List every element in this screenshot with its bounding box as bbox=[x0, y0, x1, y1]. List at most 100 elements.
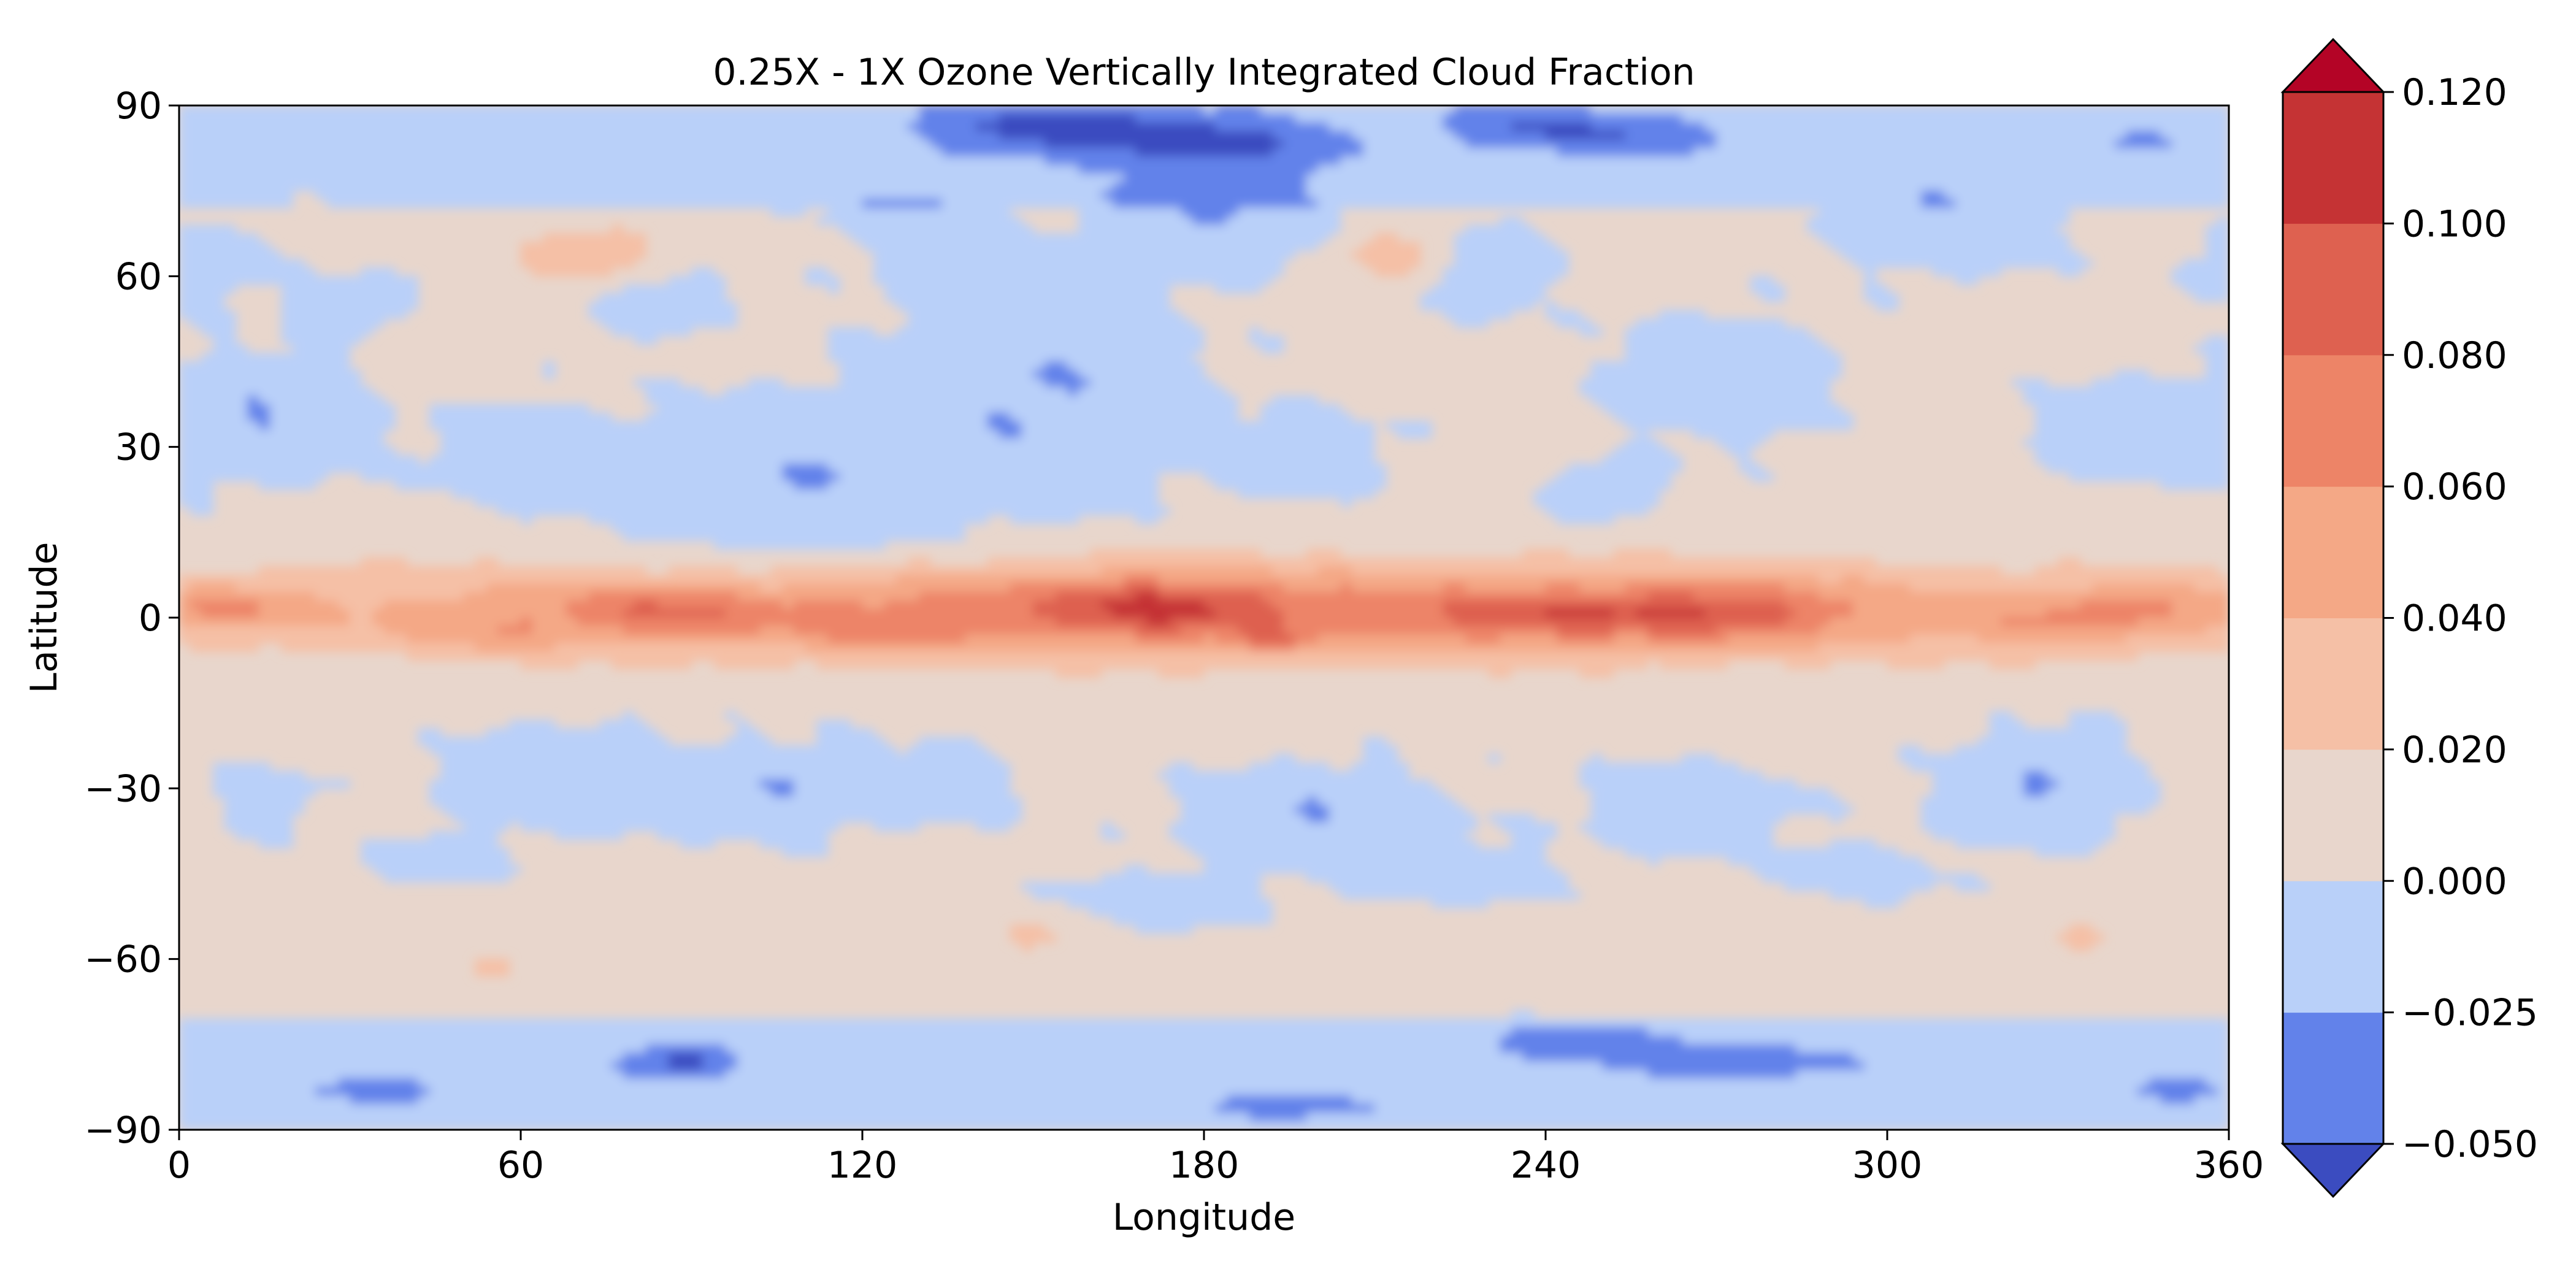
contour-cell bbox=[1135, 626, 1182, 635]
contour-cell bbox=[987, 412, 1011, 422]
contour-cell bbox=[941, 148, 1137, 157]
contour-cell bbox=[1260, 344, 1284, 354]
y-tick-label: −90 bbox=[84, 1109, 162, 1152]
contour-cell bbox=[999, 113, 1137, 123]
colorbar-tick-label: −0.025 bbox=[2402, 992, 2538, 1035]
contour-cell bbox=[1283, 617, 1455, 627]
contour-cell bbox=[1932, 788, 2025, 797]
contour-cell bbox=[213, 762, 271, 772]
contour-cell bbox=[725, 711, 738, 721]
contour-cell bbox=[1203, 105, 1216, 115]
contour-cell bbox=[1625, 327, 1808, 337]
contour-cell bbox=[1625, 848, 1899, 857]
colorbar-tick-label: 0.000 bbox=[2402, 860, 2507, 903]
contour-cell bbox=[2034, 455, 2229, 464]
contour-cell bbox=[1260, 591, 1649, 601]
contour-cell bbox=[213, 335, 237, 345]
contour-cell bbox=[2171, 139, 2229, 149]
contour-cell bbox=[429, 830, 499, 840]
contour-cell bbox=[1271, 148, 1364, 157]
contour-cell bbox=[179, 1027, 1512, 1037]
contour-cell bbox=[2126, 634, 2229, 644]
contour-cell bbox=[919, 591, 1057, 601]
contour-cell bbox=[2058, 558, 2082, 567]
contour-cell bbox=[884, 293, 1170, 302]
contour-cell bbox=[2194, 583, 2229, 592]
contour-cell bbox=[600, 318, 738, 328]
contour-cell bbox=[850, 233, 1330, 243]
contour-cell bbox=[463, 822, 510, 832]
contour-cell bbox=[794, 779, 1011, 789]
contour-cell bbox=[1112, 916, 1273, 926]
contour-cell bbox=[179, 583, 191, 592]
contour-cell bbox=[1625, 131, 1717, 140]
contour-cell bbox=[1146, 617, 1170, 627]
contour-cell bbox=[1864, 293, 1899, 302]
contour-cell bbox=[1841, 574, 1865, 584]
contour-cell bbox=[179, 472, 328, 481]
contour-cell bbox=[247, 412, 271, 422]
contour-cell bbox=[2069, 719, 2127, 729]
contour-cell bbox=[179, 139, 931, 149]
contour-cell bbox=[315, 1086, 430, 1096]
contour-cell bbox=[179, 1044, 646, 1054]
contour-cell bbox=[907, 318, 1193, 328]
contour-cell bbox=[1169, 788, 1444, 797]
contour-cell bbox=[2023, 771, 2047, 780]
contour-cell bbox=[1590, 805, 1853, 815]
contour-cell bbox=[1181, 796, 1307, 806]
contour-cell bbox=[1465, 583, 1546, 592]
contour-cell bbox=[2183, 284, 2229, 294]
contour-cell bbox=[1271, 131, 1352, 140]
contour-cell bbox=[623, 284, 726, 294]
contour-cell bbox=[224, 805, 305, 815]
contour-cell bbox=[794, 480, 829, 490]
contour-cell bbox=[1283, 583, 1341, 592]
contour-cell bbox=[1363, 139, 1466, 149]
contour-cell bbox=[1909, 634, 1979, 644]
contour-cell bbox=[179, 626, 385, 635]
contour-cell bbox=[1089, 907, 1273, 917]
contour-cell bbox=[236, 830, 294, 840]
contour-cell bbox=[520, 617, 533, 627]
contour-cell bbox=[1898, 754, 2138, 764]
contour-cell bbox=[737, 719, 749, 729]
contour-cell bbox=[2046, 464, 2229, 473]
contour-cell bbox=[2160, 480, 2229, 490]
contour-cell bbox=[759, 626, 795, 635]
contour-cell bbox=[714, 540, 886, 550]
contour-cell bbox=[281, 310, 407, 320]
contour-cell bbox=[179, 224, 237, 234]
contour-cell bbox=[1374, 233, 1398, 243]
contour-cell bbox=[179, 190, 294, 200]
contour-cell bbox=[475, 558, 499, 567]
contour-cell bbox=[1112, 199, 1319, 209]
contour-cell bbox=[258, 839, 294, 849]
contour-cell bbox=[1397, 429, 1432, 439]
contour-cell bbox=[805, 267, 829, 277]
contour-cell bbox=[862, 242, 1319, 251]
contour-cell bbox=[1169, 762, 1193, 772]
contour-cell bbox=[1511, 1010, 1535, 1019]
contour-cell bbox=[179, 608, 202, 618]
contour-cell bbox=[213, 344, 248, 354]
contour-cell bbox=[873, 275, 1273, 285]
contour-cell bbox=[1989, 711, 2013, 721]
contour-cell bbox=[737, 1061, 1603, 1071]
contour-cell bbox=[1271, 566, 1319, 575]
contour-cell bbox=[179, 122, 908, 132]
contour-cell bbox=[1625, 583, 1785, 592]
contour-cell bbox=[350, 608, 374, 618]
contour-cell bbox=[440, 447, 1375, 456]
contour-cell bbox=[1590, 395, 1831, 405]
contour-cell bbox=[1545, 310, 1581, 320]
colorbar-segment bbox=[2283, 92, 2383, 224]
contour-cell bbox=[2058, 779, 2161, 789]
contour-cell bbox=[179, 1061, 613, 1071]
contour-cell bbox=[1169, 822, 1478, 832]
contour-cell bbox=[429, 455, 1375, 464]
contour-cell bbox=[1431, 284, 1546, 294]
colorbar-under-extension bbox=[2280, 1143, 2386, 1198]
contour-cell bbox=[1260, 404, 1341, 413]
contour-cell bbox=[1750, 865, 1933, 874]
